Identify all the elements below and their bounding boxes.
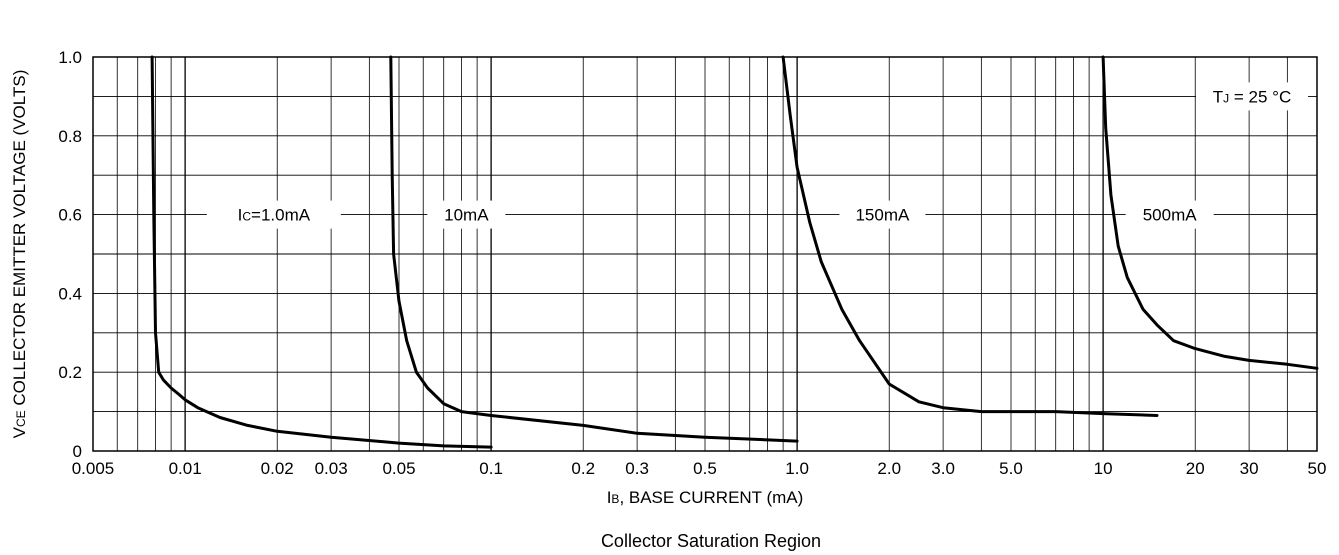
y-tick-label: 0.2	[58, 363, 82, 382]
series-lines	[150, 55, 1319, 449]
x-tick-label: 0.3	[625, 459, 649, 478]
series-label-background	[427, 200, 506, 229]
x-axis-label-subscript: B	[611, 492, 619, 506]
chart-caption: Collector Saturation Region	[601, 531, 821, 551]
series-label-symbol: I	[238, 206, 243, 225]
x-tick-label: 0.1	[479, 459, 503, 478]
x-tick-labels: 0.005 0.01 0.02 0.03 0.05 0.1 0.2 0.3 0.5 1.0 2.0 3…	[72, 459, 1327, 478]
annotation-text: TJ = 25 °C	[1213, 87, 1291, 106]
y-axis-label-text: COLLECTOR EMITTER VOLTAGE (VOLTS)	[10, 70, 29, 411]
x-tick-label: 2.0	[877, 459, 901, 478]
series-labels: IC=1.0mA 10mA 150mA 500mA	[206, 200, 1214, 229]
annotation-symbol: T	[1213, 87, 1223, 106]
series-line	[389, 55, 799, 443]
x-tick-label: 0.02	[261, 459, 294, 478]
y-tick-label: 0.4	[58, 284, 82, 303]
series-label-text: =1.0mA	[251, 206, 311, 225]
series-label-background	[1125, 200, 1214, 229]
series-label: IC=1.0mA	[238, 206, 311, 225]
x-axis-label-text: , BASE CURRENT (mA)	[619, 488, 803, 507]
x-tick-label: 0.005	[72, 459, 115, 478]
annotation-value: = 25 °C	[1229, 87, 1291, 106]
x-axis-label-symbol: I	[607, 488, 612, 507]
annotation-subscript: J	[1223, 91, 1229, 105]
annotation-background	[1196, 82, 1308, 111]
x-tick-label: 5.0	[999, 459, 1023, 478]
x-tick-label: 10	[1094, 459, 1113, 478]
series-label: 150mA	[855, 206, 910, 225]
y-tick-label: 0	[73, 442, 82, 461]
plot-frame	[92, 56, 1318, 452]
y-tick-label: 0.6	[58, 206, 82, 225]
x-tick-label: 0.01	[169, 459, 202, 478]
x-tick-label: 50	[1308, 459, 1327, 478]
series-label-background	[839, 200, 926, 229]
x-axis-label: IB, BASE CURRENT (mA)	[607, 488, 804, 507]
temperature-annotation: TJ = 25 °C	[1196, 82, 1308, 111]
y-axis-label-subscript: CE	[14, 410, 28, 427]
x-tick-label: 20	[1186, 459, 1205, 478]
x-tick-label: 3.0	[931, 459, 955, 478]
y-axis-label: VCE COLLECTOR EMITTER VOLTAGE (VOLTS)	[10, 70, 29, 439]
x-tick-label: 0.5	[693, 459, 717, 478]
x-tick-label: 1.0	[785, 459, 809, 478]
y-tick-labels: 0 0.2 0.4 0.6 0.8 1.0	[58, 48, 82, 461]
series-label-background	[206, 200, 341, 229]
series-line	[150, 55, 493, 449]
x-tick-label: 0.2	[571, 459, 595, 478]
series-line	[781, 55, 1159, 417]
series-label: 500mA	[1143, 206, 1198, 225]
x-tick-label: 0.05	[382, 459, 415, 478]
x-tick-label: 0.03	[315, 459, 348, 478]
y-tick-label: 0.8	[58, 127, 82, 146]
series-line	[1101, 55, 1319, 370]
series-label: 10mA	[444, 206, 489, 225]
y-axis-label-symbol: V	[10, 426, 29, 438]
series-label-subscript: C	[242, 210, 251, 224]
y-tick-label: 1.0	[58, 48, 82, 67]
x-tick-label: 30	[1240, 459, 1259, 478]
